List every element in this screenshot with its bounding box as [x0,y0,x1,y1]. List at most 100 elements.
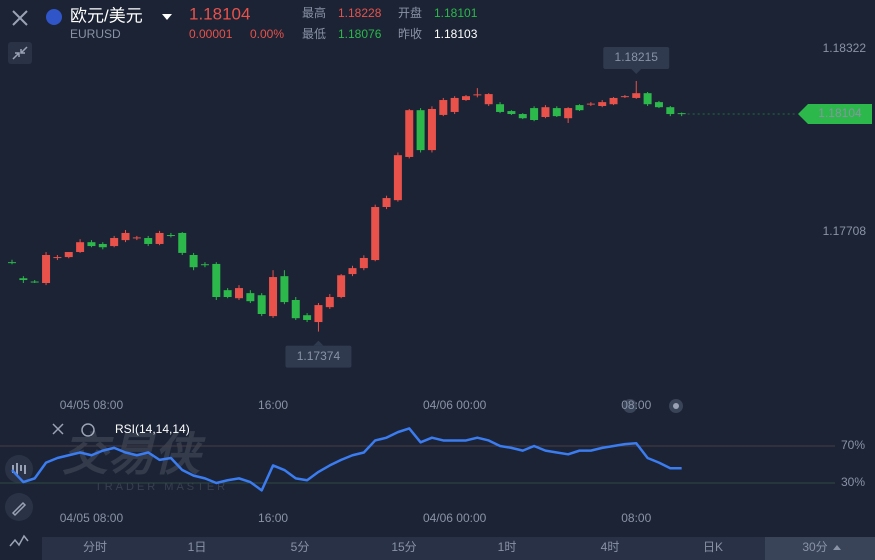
tab[interactable]: 日K [703,540,723,554]
candle-body [666,107,675,115]
y-tick-label: 70% [841,438,865,452]
x-tick-label: 16:00 [258,398,288,412]
close-indicator[interactable] [52,423,64,435]
candle-body [609,97,618,105]
active-tab [765,537,875,560]
candle-body [530,108,539,120]
candle-body [200,264,209,266]
candle-body [473,94,482,96]
candle-body [76,242,85,253]
candle-body [121,232,130,241]
flag-icon [46,9,62,25]
tab[interactable]: 15分 [391,540,416,554]
x-tick-label: 08:00 [621,398,651,412]
x-tick-label: 08:00 [621,511,651,525]
stat-label: 昨收 [398,27,422,41]
candle-body [677,113,686,115]
candle-body [484,94,493,105]
indicator-settings[interactable] [81,423,95,437]
candle-body [620,96,629,98]
stat-value: 1.18228 [338,6,382,20]
last-price: 1.18104 [818,106,862,120]
candle-body [257,295,266,315]
candle-body [337,275,346,298]
volume-button[interactable] [5,455,33,483]
watermark-sub: TRADER MASTER [95,481,228,493]
tab[interactable]: 4时 [601,540,620,554]
candle-body [496,104,505,112]
change-pct: 0.00% [250,27,284,41]
candle-body [586,103,595,105]
candle-body [382,198,391,208]
candle-body [541,107,550,118]
stat-label: 开盘 [398,5,422,20]
candle-body [598,102,607,106]
candle-body [427,108,436,151]
candle-body [212,263,221,298]
candle-body [132,237,141,239]
candle-body [643,93,652,105]
candle-body [246,293,255,302]
indicator-icon[interactable] [9,534,29,547]
rsi-line [11,427,682,492]
candle-body [654,102,663,108]
candle-body [416,110,425,151]
candle-body [280,276,289,303]
low-label-pointer [313,340,324,346]
tab[interactable]: 30分 [802,540,827,554]
candle-body [166,235,175,237]
indicator-label: RSI(14,14,14) [115,422,190,436]
candle-body [178,232,187,253]
symbol: EURUSD [70,27,121,41]
stat-value: 1.18076 [338,27,382,41]
high-label: 1.18215 [615,50,659,64]
candle-body [325,297,334,308]
candle-body [64,252,73,258]
dropdown-arrow[interactable] [162,14,172,20]
candle-body [564,108,573,119]
x-tick-label: 04/06 00:00 [423,511,487,525]
candle-body [144,238,153,244]
y-tick-label: 30% [841,475,865,489]
tab[interactable]: 5分 [291,540,310,554]
low-label-box [285,345,352,368]
candle-body [19,278,28,281]
candle-body [507,111,516,115]
candle-body [235,288,243,299]
candle-body [552,108,561,117]
close-button[interactable] [12,10,28,26]
candle-body [439,100,448,115]
last-price-tag [798,104,872,125]
y-tick-label: 1.18322 [823,41,867,55]
candle-body [189,255,198,268]
stat-value: 1.18101 [434,6,478,20]
tab-bar [42,537,875,560]
tab[interactable]: 1时 [498,540,517,554]
candle-body [632,93,641,98]
candle-body [575,105,584,111]
candle-body [518,114,527,119]
toggle-button[interactable] [623,399,637,413]
candle-body [8,262,16,264]
high-label-pointer [631,68,642,74]
shrink-button[interactable] [8,42,32,64]
stat-value: 1.18103 [434,27,478,41]
y-tick-label: 1.17708 [823,224,867,238]
shrink-icon [12,46,28,60]
candle-body [155,232,164,244]
x-tick-label: 04/06 00:00 [423,398,487,412]
candle-body [223,290,232,298]
toggle-dot [673,403,679,409]
stat-label: 最高 [302,5,326,20]
candle-body [30,281,39,283]
tab[interactable]: 1日 [188,540,207,554]
instrument-name[interactable]: 欧元/美元 [70,6,143,25]
candle-body [393,155,402,201]
candle-body [87,242,96,247]
candle-body [314,305,323,323]
tab[interactable]: 分时 [83,540,107,554]
volume-icon [12,463,26,475]
